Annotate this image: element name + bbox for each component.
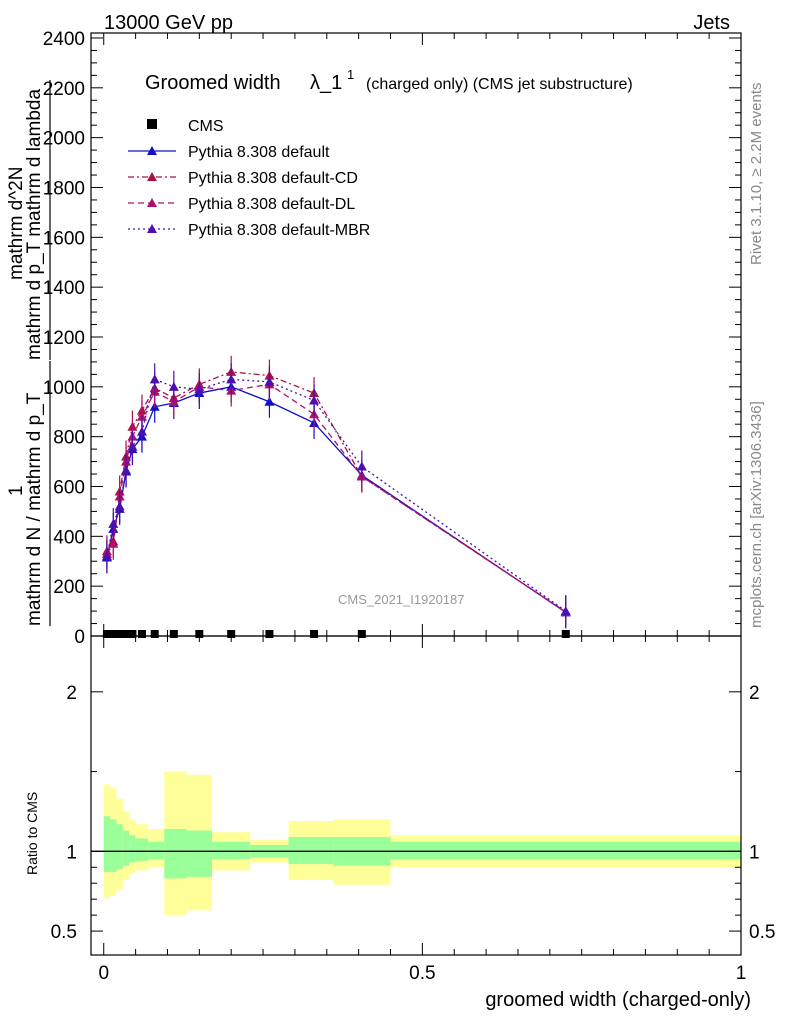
ratio-uncertainty-bands: [91, 771, 741, 916]
ratio-y-tick-label-right: 0.5: [749, 922, 775, 943]
cms-data-point: [102, 630, 111, 638]
legend-label: Pythia 8.308 default-CD: [188, 170, 358, 187]
y-tick-label: 0: [74, 627, 85, 648]
cms-data-point: [561, 630, 570, 638]
ratio-band-inner: [103, 816, 111, 873]
legend-label: CMS: [188, 118, 224, 135]
y-tick-label: 1000: [43, 378, 85, 399]
ratio-y-tick-label-right: 2: [749, 683, 760, 704]
title-suffix: (charged only) (CMS jet substructure): [366, 76, 633, 93]
series-line: [106, 371, 567, 613]
title-symbol: λ_1: [310, 72, 342, 94]
legend-label: Pythia 8.308 default-MBR: [188, 222, 370, 239]
series-line: [106, 383, 567, 613]
y-tick-label: 2000: [43, 129, 85, 150]
rivet-version-label: Rivet 3.1.10, ≥ 2.2M events: [748, 83, 765, 266]
x-tick-label: 1: [736, 963, 747, 984]
legend-marker: [147, 146, 157, 155]
legend-marker: [147, 198, 157, 207]
ratio-band-inner: [390, 841, 741, 860]
ratio-band-inner: [110, 819, 117, 873]
cms-data-point: [115, 630, 124, 638]
legend-label: Pythia 8.308 default-DL: [188, 196, 355, 213]
x-tick-label: 0: [98, 963, 109, 984]
ylabel-main-denominator: mathrm d p_T mathrm d lambda: [24, 89, 45, 360]
series-point: [168, 381, 179, 391]
series-point: [264, 396, 275, 406]
cms-data-point: [128, 630, 137, 638]
y-axis-label: mathrm d N / mathrm d p_T 1 mathrm d p_T…: [6, 80, 51, 626]
y-tick-label: 800: [53, 428, 85, 449]
series-line: [106, 378, 567, 612]
plot-title: Groomed width λ_1 1 (charged only) (CMS …: [145, 67, 633, 94]
series-point: [356, 461, 367, 471]
y-tick-label: 200: [53, 577, 85, 598]
analysis-watermark: CMS_2021_I1920187: [338, 592, 465, 607]
series-point: [108, 538, 119, 548]
series-line: [106, 386, 567, 613]
legend-marker: [147, 172, 157, 181]
series-point: [136, 426, 147, 436]
cms-data-point: [195, 630, 204, 638]
cms-data-point: [227, 630, 236, 638]
legend-marker: [147, 224, 157, 233]
cms-data-point: [357, 630, 366, 638]
cms-data-point: [109, 630, 118, 638]
ratio-band-inner: [288, 836, 334, 865]
legend-label: Pythia 8.308 default: [188, 144, 330, 161]
series-point: [194, 384, 205, 394]
legend: CMS Pythia 8.308 default Pythia 8.308 defa…: [128, 118, 370, 239]
series-point: [309, 395, 320, 405]
cms-data-point: [150, 630, 159, 638]
ratio-y-label: Ratio to CMS: [24, 792, 40, 875]
ratio-band-inner: [116, 824, 123, 869]
header-energy: 13000 GeV pp: [104, 12, 233, 34]
y-tick-label: 400: [53, 527, 85, 548]
ratio-band-inner: [212, 841, 251, 860]
ratio-band-inner: [122, 830, 130, 866]
cms-data-point: [310, 630, 319, 638]
y-tick-label: 2400: [43, 29, 85, 50]
ylabel-main-numerator: mathrm d^2N: [6, 167, 27, 280]
cms-data-point: [169, 630, 178, 638]
y-tick-label: 600: [53, 477, 85, 498]
series-point: [149, 374, 160, 384]
series-point: [101, 551, 112, 561]
title-text: Groomed width: [145, 72, 281, 94]
ylabel-top-denominator: mathrm d N / mathrm d p_T: [24, 392, 45, 626]
ylabel-top-numerator: 1: [6, 485, 27, 496]
y-tick-label: 1200: [43, 328, 85, 349]
series-point: [127, 441, 138, 451]
ratio-band-inner: [135, 838, 149, 861]
ratio-band-inner: [129, 835, 136, 863]
ratio-y-tick-label: 1: [66, 842, 77, 863]
y-tick-label: 1800: [43, 178, 85, 199]
x-tick-label: 0.5: [409, 963, 435, 984]
ratio-band-inner: [164, 828, 187, 879]
ratio-band-inner: [186, 830, 213, 877]
ratio-y-tick-label: 2: [66, 683, 77, 704]
y-tick-label: 2200: [43, 79, 85, 100]
legend-marker: [147, 119, 157, 129]
cms-data-point: [265, 630, 274, 638]
title-superscript: 1: [347, 67, 354, 82]
cms-data-point: [122, 630, 131, 638]
series-point: [560, 606, 571, 616]
ratio-y-tick-label-right: 1: [749, 842, 760, 863]
mcplots-source-label: mcplots.cern.ch [arXiv:1306.3436]: [748, 401, 765, 628]
y-tick-label: 1400: [43, 278, 85, 299]
x-axis-label: groomed width (charged-only): [485, 989, 751, 1011]
series-point: [108, 518, 119, 528]
cms-data-point: [137, 630, 146, 638]
ratio-plot-frame: [90, 635, 742, 956]
series-point: [264, 376, 275, 386]
series-point: [121, 465, 132, 475]
ratio-y-tick-label: 0.5: [51, 922, 77, 943]
y-tick-label: 1600: [43, 228, 85, 249]
series-point: [114, 501, 125, 511]
series-point: [226, 374, 237, 384]
ratio-band-inner: [148, 841, 165, 860]
header-process: Jets: [693, 12, 730, 34]
